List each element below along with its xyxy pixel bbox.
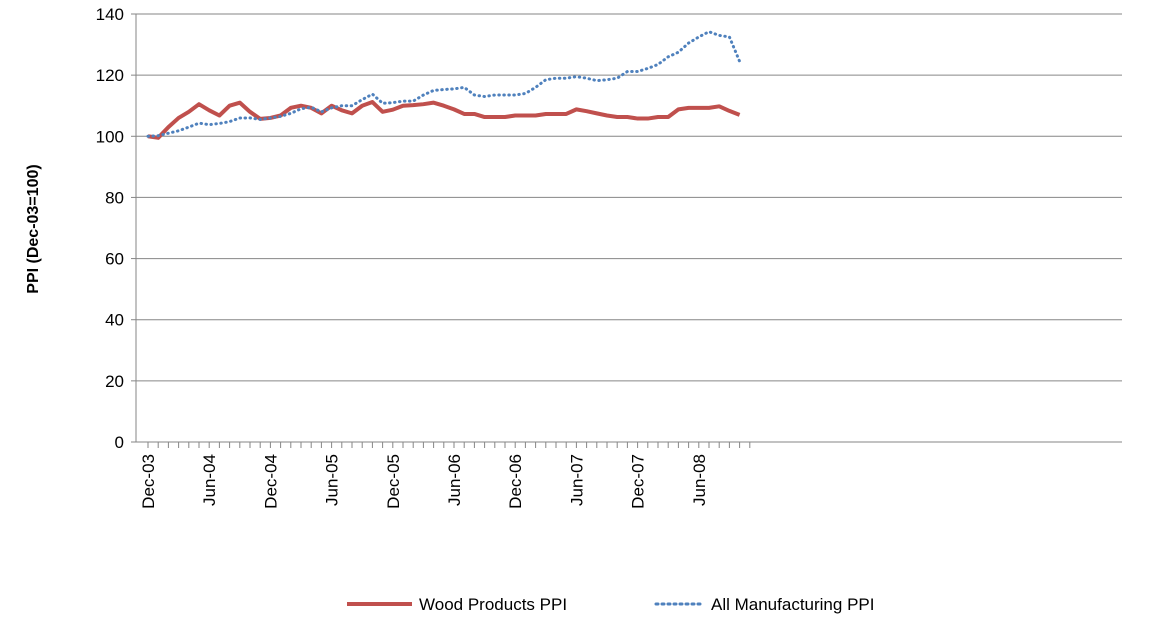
y-tick-label-0: 0 [115, 433, 124, 452]
y-tick-label-20: 20 [105, 372, 124, 391]
legend: Wood Products PPI All Manufacturing PPI [347, 595, 874, 614]
x-tick-label-jun-06: Jun-06 [445, 454, 464, 506]
x-tick-label-dec-04: Dec-04 [261, 454, 280, 509]
y-tick-label-80: 80 [105, 188, 124, 207]
x-tick-label-dec-06: Dec-06 [506, 454, 525, 509]
x-tick-label-jun-05: Jun-05 [323, 454, 342, 506]
y-tick-label-140: 140 [96, 5, 124, 24]
x-tick-label-jun-04: Jun-04 [200, 454, 219, 506]
tick-labels: 0 20 40 60 80 100 120 140 Dec-03 Jun-04 Dec-04 Jun-… [96, 5, 709, 509]
y-tick-label-100: 100 [96, 127, 124, 146]
y-axis-title: PPI (Dec-03=100) [25, 164, 42, 293]
series-line-all-manufacturing-ppi [146, 30, 742, 138]
x-tick-label-dec-03: Dec-03 [139, 454, 158, 509]
series-lines [146, 30, 742, 140]
series-line-wood-products-ppi [147, 100, 741, 140]
x-tick-label-dec-05: Dec-05 [384, 454, 403, 509]
x-tick-label-jun-08: Jun-08 [690, 454, 709, 506]
x-tick-label-jun-07: Jun-07 [567, 454, 586, 506]
legend-label-all-manufacturing: All Manufacturing PPI [711, 595, 874, 614]
x-tick-label-dec-07: Dec-07 [629, 454, 648, 509]
y-tick-label-60: 60 [105, 250, 124, 269]
axes [131, 13, 1122, 448]
gridlines [136, 13, 1122, 382]
y-tick-label-40: 40 [105, 311, 124, 330]
legend-label-wood-products: Wood Products PPI [419, 595, 567, 614]
y-tick-label-120: 120 [96, 66, 124, 85]
